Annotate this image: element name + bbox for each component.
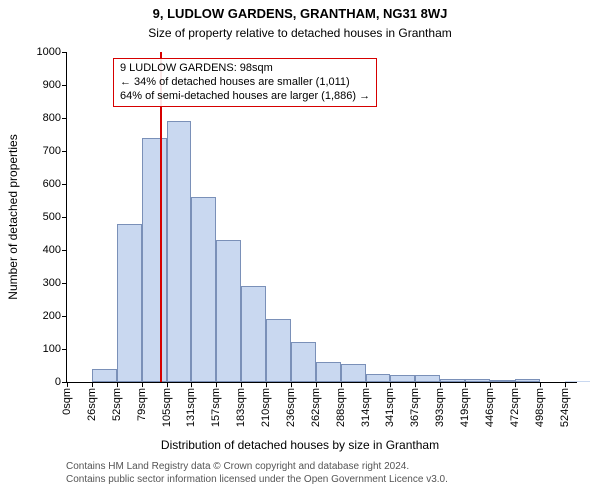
x-tick: 446sqm: [484, 382, 496, 427]
histogram-bar: [216, 240, 241, 382]
y-tick: 300: [43, 277, 67, 289]
x-tick: 472sqm: [509, 382, 521, 427]
y-tick: 1000: [37, 46, 67, 58]
histogram-bar: [415, 375, 440, 382]
y-tick: 500: [43, 211, 67, 223]
x-tick: 26sqm: [86, 382, 98, 421]
annotation-box: 9 LUDLOW GARDENS: 98sqm← 34% of detached…: [113, 58, 377, 107]
histogram-bar: [92, 369, 117, 382]
annotation-line: ← 34% of detached houses are smaller (1,…: [120, 76, 370, 90]
x-tick: 210sqm: [260, 382, 272, 427]
x-tick: 341sqm: [384, 382, 396, 427]
x-tick: 183sqm: [235, 382, 247, 427]
x-tick: 105sqm: [161, 382, 173, 427]
annotation-line: 9 LUDLOW GARDENS: 98sqm: [120, 62, 370, 76]
plot-area: 010020030040050060070080090010000sqm26sq…: [66, 52, 577, 383]
histogram-bar: [191, 197, 216, 382]
x-tick: 157sqm: [210, 382, 222, 427]
histogram-bar: [117, 224, 142, 382]
x-tick: 131sqm: [185, 382, 197, 427]
y-tick: 700: [43, 145, 67, 157]
x-tick: 288sqm: [335, 382, 347, 427]
footer-line-2: Contains public sector information licen…: [66, 473, 448, 486]
annotation-line: 64% of semi-detached houses are larger (…: [120, 90, 370, 104]
x-tick: 236sqm: [285, 382, 297, 427]
x-axis-label: Distribution of detached houses by size …: [0, 438, 600, 452]
y-tick: 800: [43, 112, 67, 124]
histogram-bar: [316, 362, 341, 382]
x-tick: 79sqm: [136, 382, 148, 421]
x-tick: 314sqm: [360, 382, 372, 427]
y-tick: 600: [43, 178, 67, 190]
histogram-bar: [167, 121, 192, 382]
footer-attribution: Contains HM Land Registry data © Crown c…: [66, 460, 448, 486]
x-tick: 393sqm: [434, 382, 446, 427]
histogram-bar: [142, 138, 167, 382]
y-tick: 400: [43, 244, 67, 256]
x-tick: 367sqm: [409, 382, 421, 427]
histogram-bar: [341, 364, 366, 382]
histogram-bar: [366, 374, 391, 382]
x-tick: 524sqm: [559, 382, 571, 427]
x-tick: 498sqm: [534, 382, 546, 427]
x-tick: 419sqm: [459, 382, 471, 427]
property-size-chart: 9, LUDLOW GARDENS, GRANTHAM, NG31 8WJ Si…: [0, 0, 600, 500]
footer-line-1: Contains HM Land Registry data © Crown c…: [66, 460, 448, 473]
y-tick: 200: [43, 310, 67, 322]
y-tick: 900: [43, 79, 67, 91]
histogram-bar: [241, 286, 266, 382]
chart-subtitle: Size of property relative to detached ho…: [0, 26, 600, 40]
chart-title: 9, LUDLOW GARDENS, GRANTHAM, NG31 8WJ: [0, 6, 600, 21]
x-tick: 52sqm: [111, 382, 123, 421]
x-tick: 262sqm: [310, 382, 322, 427]
histogram-bar: [291, 342, 316, 382]
histogram-bar: [266, 319, 291, 382]
histogram-bar: [390, 375, 415, 382]
y-tick: 100: [43, 343, 67, 355]
x-tick: 0sqm: [61, 382, 73, 415]
y-axis-label: Number of detached properties: [6, 134, 20, 299]
